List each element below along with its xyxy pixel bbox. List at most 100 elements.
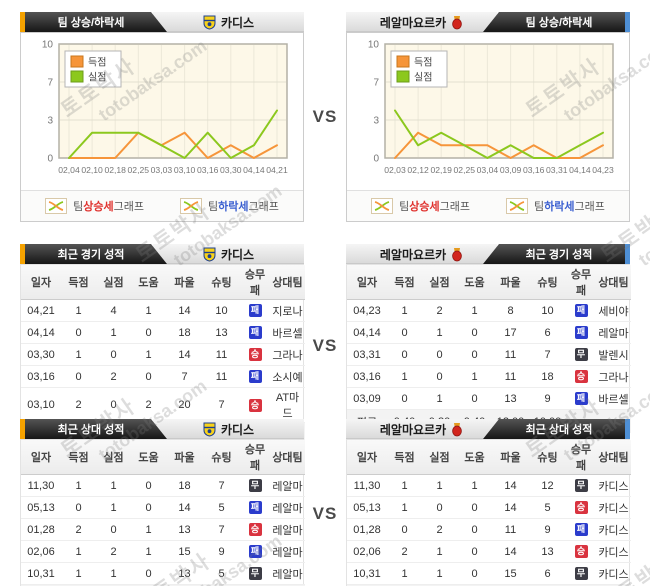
- match-row: 10,31 1 1 0 13 5 무 레알마: [21, 562, 305, 585]
- stat-cell: 7: [529, 343, 566, 366]
- result-cell: 패: [240, 496, 270, 519]
- average-cell: 14,60: [166, 584, 203, 586]
- trend-chart-box: 0 3 7 10 득점 실점 02,04 02,10 02,18 02,25 03,03 03,10 0…: [20, 32, 304, 222]
- svg-text:03,10: 03,10: [174, 165, 196, 175]
- stat-cell: 11: [203, 365, 240, 388]
- svg-text:실점: 실점: [414, 72, 432, 84]
- stat-cell: 1: [61, 562, 96, 585]
- stat-cell: 04,14: [347, 321, 387, 344]
- trend-chart-left: 0 3 7 10 득점 실점 02,04 02,10 02,18 02,25 03,03 03,10 0…: [21, 33, 303, 190]
- stat-cell: 1: [422, 321, 457, 344]
- column-header: 파울: [492, 440, 529, 475]
- column-header: 도움: [457, 440, 492, 475]
- result-badge: 패: [248, 326, 262, 339]
- svg-text:10: 10: [368, 40, 380, 51]
- recent-table-right: 일자 득점 실점 도움 파울 슈팅 승무패 상대팀 04,23 1 2 1 8 10 패 세비야 04,14 0 1…: [346, 264, 631, 434]
- stat-cell: 5: [203, 496, 240, 519]
- result-badge: 승: [248, 398, 262, 412]
- chart-footer-legend: 팀 상승세 그래프 팀 하락세 그래프: [347, 190, 629, 221]
- result-badge: 무: [248, 479, 262, 492]
- stat-cell: 1: [457, 299, 492, 322]
- stat-cell: 8: [492, 299, 529, 322]
- stat-cell: 1: [61, 299, 96, 322]
- stat-cell: 발렌시: [596, 343, 631, 366]
- stat-cell: 7: [203, 387, 240, 423]
- svg-text:득점: 득점: [88, 57, 106, 69]
- stat-cell: 04,21: [21, 299, 61, 322]
- stat-cell: 1: [96, 321, 131, 344]
- stat-cell: 2: [96, 540, 131, 563]
- stat-cell: 04,14: [21, 321, 61, 344]
- stat-cell: 9: [203, 540, 240, 563]
- svg-text:득점: 득점: [414, 57, 432, 69]
- stat-cell: 0: [131, 562, 166, 585]
- result-badge: 패: [248, 501, 262, 514]
- trend-panel-left: 팀 상승/하락세 카디스 0 3 7 10 득점 실점 02,04 02,10 02,18 02,…: [20, 12, 304, 222]
- stat-cell: 0: [457, 321, 492, 344]
- svg-text:04,14: 04,14: [243, 165, 265, 175]
- stat-cell: 1: [96, 562, 131, 585]
- stats-table: 일자 득점 실점 도움 파울 슈팅 승무패 상대팀 04,23 1 2 1 8 10 패 세비야 04,14 0 1…: [347, 265, 631, 433]
- table-header-row: 일자 득점 실점 도움 파울 슈팅 승무패 상대팀: [347, 440, 631, 475]
- average-cell: 1,00: [61, 584, 96, 586]
- panel-header: 레알마요르카 최근 상대 성적: [346, 419, 630, 439]
- stat-cell: 10: [203, 299, 240, 322]
- match-row: 04,23 1 2 1 8 10 패 세비야: [347, 299, 631, 322]
- stat-cell: 05,13: [21, 496, 61, 519]
- svg-text:실점: 실점: [88, 72, 106, 84]
- stat-cell: 0: [387, 343, 422, 366]
- stat-cell: 0: [422, 496, 457, 519]
- average-row: 평균1,001,000,2013,609,00··: [347, 584, 631, 586]
- blue-accent-bar: [625, 244, 630, 264]
- legend-text: 그래프: [439, 201, 470, 213]
- stat-cell: 레알마: [596, 321, 631, 344]
- column-header: 일자: [21, 265, 61, 300]
- stat-cell: 1: [457, 365, 492, 388]
- result-cell: 무: [240, 474, 270, 497]
- stat-cell: 12: [529, 474, 566, 497]
- column-header: 슈팅: [203, 440, 240, 475]
- section-tab: 최근 상대 성적: [483, 419, 625, 439]
- svg-text:02,03: 02,03: [384, 165, 406, 175]
- match-row: 03,10 2 0 2 20 7 승 AT마드: [21, 387, 305, 423]
- team-strip: 레알마요르카: [346, 244, 497, 264]
- stat-cell: 15: [166, 540, 203, 563]
- section-title: 팀 상승/하락세: [57, 17, 125, 29]
- stat-cell: 1: [131, 343, 166, 366]
- svg-text:03,04: 03,04: [477, 165, 499, 175]
- result-badge: 승: [574, 370, 588, 383]
- result-badge: 패: [248, 304, 262, 317]
- stat-cell: 10,31: [21, 562, 61, 585]
- stat-cell: 6: [529, 562, 566, 585]
- table-header-row: 일자 득점 실점 도움 파울 슈팅 승무패 상대팀: [347, 265, 631, 300]
- average-cell: ·: [240, 584, 270, 586]
- result-badge: 패: [574, 392, 588, 405]
- svg-text:0: 0: [373, 154, 379, 165]
- stat-cell: 18: [166, 321, 203, 344]
- svg-text:02,04: 02,04: [58, 165, 80, 175]
- stat-cell: 18: [529, 365, 566, 388]
- stat-cell: 1: [387, 562, 422, 585]
- mallorca-crest-icon: [451, 422, 463, 437]
- result-badge: 패: [574, 523, 588, 536]
- h2h-table-right: 일자 득점 실점 도움 파울 슈팅 승무패 상대팀 11,30 1 1 1 14 12 무 카디스 05,13 1…: [346, 439, 631, 586]
- stat-cell: 레알마: [270, 540, 305, 563]
- blue-accent-bar: [625, 419, 630, 439]
- stat-cell: 1: [422, 387, 457, 410]
- column-header: 파울: [492, 265, 529, 300]
- match-row: 04,21 1 4 1 14 10 패 지로나: [21, 299, 305, 322]
- stat-cell: 1: [387, 474, 422, 497]
- stat-cell: 4: [96, 299, 131, 322]
- section-tab: 최근 경기 성적: [25, 244, 167, 264]
- stat-cell: 11: [203, 343, 240, 366]
- stat-cell: 0: [457, 562, 492, 585]
- result-badge: 패: [574, 326, 588, 339]
- panel-header: 최근 상대 성적 카디스: [20, 419, 304, 439]
- stat-cell: 03,16: [347, 365, 387, 388]
- crossing-lines-icon: [371, 198, 394, 214]
- team-strip: 카디스: [153, 419, 304, 439]
- column-header: 파울: [166, 440, 203, 475]
- average-cell: 0,40: [131, 584, 166, 586]
- stat-cell: 0: [422, 343, 457, 366]
- column-header: 파울: [166, 265, 203, 300]
